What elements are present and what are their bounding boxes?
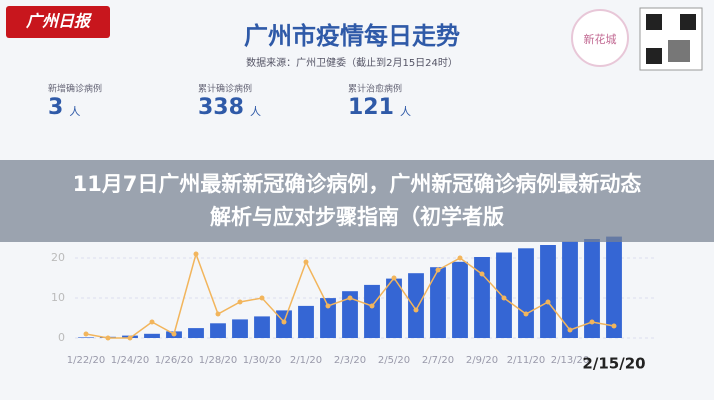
x-tick-label: 1/24/20: [111, 355, 150, 366]
y-tick-label: 10: [51, 291, 65, 304]
x-tick-label: 2/5/20: [378, 355, 410, 366]
line-dot: [545, 299, 551, 305]
bar: [518, 248, 534, 338]
bar: [386, 278, 402, 338]
bar: [342, 291, 358, 338]
line-dot: [171, 331, 177, 337]
stat-label: 新增确诊病例: [48, 83, 102, 95]
x-tick-label: 2/3/20: [334, 355, 366, 366]
x-tick-label: 2/7/20: [422, 355, 454, 366]
banner-title: 解析与应对步骤指南（初学者版: [210, 205, 504, 229]
qr-code: [680, 14, 696, 30]
logo-box: [6, 6, 110, 38]
bar: [144, 333, 160, 338]
line-dot: [325, 303, 331, 309]
x-tick-label: 2/11/20: [507, 355, 546, 366]
brand-badge: [571, 9, 629, 67]
x-tick-label: 1/30/20: [243, 355, 282, 366]
line-dot: [369, 303, 375, 309]
stat-label: 累计治愈病例: [348, 83, 402, 95]
bar: [562, 241, 578, 338]
stat-value: 3: [48, 95, 63, 120]
qr-code: [646, 48, 662, 64]
bar: [496, 252, 512, 338]
line-dot: [259, 295, 265, 301]
brand: 新花城: [584, 32, 617, 46]
banner-title: 11月7日广州最新新冠确诊病例，广州新冠确诊病例最新动态: [73, 172, 642, 196]
line-dot: [479, 271, 485, 277]
line-dot: [567, 327, 573, 333]
bar: [430, 267, 446, 338]
stat-unit: 人: [250, 105, 261, 118]
bar: [298, 305, 314, 338]
line-dot: [303, 259, 309, 265]
line-dot: [413, 307, 419, 313]
stat-unit: 人: [400, 105, 411, 118]
banner: [0, 160, 714, 242]
x-tick-label: 2/15/20: [582, 355, 645, 373]
y-tick-label: 20: [51, 251, 65, 264]
x-tick-label: 2/9/20: [466, 355, 498, 366]
stat-unit: 人: [69, 105, 80, 118]
bar: [254, 316, 270, 338]
bar: [188, 328, 204, 338]
stat-value: 338: [198, 95, 244, 120]
x-tick-label: 1/26/20: [155, 355, 194, 366]
line-dot: [347, 295, 353, 301]
bar: [78, 337, 94, 338]
line-dot: [237, 299, 243, 305]
line-dot: [457, 255, 463, 261]
bar: [320, 298, 336, 338]
line-dot: [149, 319, 155, 325]
line-dot: [193, 251, 199, 257]
bar: [364, 284, 380, 338]
line-dot: [391, 275, 397, 281]
y-tick-label: 0: [58, 331, 65, 344]
bar: [210, 323, 226, 338]
line-dot: [281, 319, 287, 325]
line-dot: [501, 295, 507, 301]
x-tick-label: 1/22/20: [67, 355, 106, 366]
bar: [232, 319, 248, 338]
line-dot: [611, 323, 617, 329]
x-tick-label: 1/28/20: [199, 355, 238, 366]
chart-subtitle: 数据来源：广州卫健委（截止到2月15日24时）: [246, 56, 458, 69]
bar: [606, 236, 622, 338]
x-tick-label: 2/13/20: [551, 355, 590, 366]
line-dot: [523, 311, 529, 317]
line-dot: [83, 331, 89, 337]
stat-label: 累计确诊病例: [198, 83, 252, 95]
line-dot: [215, 311, 221, 317]
bar: [584, 239, 600, 338]
bar: [408, 273, 424, 338]
qr-code: [668, 40, 690, 62]
logo: 广州日报: [25, 12, 92, 31]
bar: [452, 261, 468, 338]
x-tick-label: 2/1/20: [290, 355, 322, 366]
line-dot: [435, 267, 441, 273]
line-dot: [105, 335, 111, 341]
bar: [540, 245, 556, 338]
chart-title: 广州市疫情每日走势: [244, 22, 460, 50]
qr-code: [646, 14, 662, 30]
line-dot: [127, 335, 133, 341]
line-dot: [589, 319, 595, 325]
stat-value: 121: [348, 95, 394, 120]
